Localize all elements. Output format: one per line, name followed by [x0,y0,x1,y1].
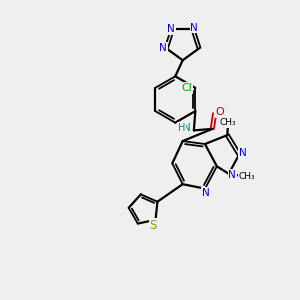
Text: CH₃: CH₃ [220,118,236,127]
Text: N: N [190,22,198,33]
Text: N: N [183,123,191,133]
Text: N: N [229,170,236,180]
Text: Cl: Cl [182,83,193,93]
Text: N: N [202,188,209,198]
Text: O: O [216,107,224,117]
Text: CH₃: CH₃ [238,172,255,181]
Text: N: N [167,24,175,34]
Text: H: H [178,123,185,133]
Text: N: N [239,148,247,158]
Text: N: N [160,43,167,53]
Text: S: S [149,219,157,232]
